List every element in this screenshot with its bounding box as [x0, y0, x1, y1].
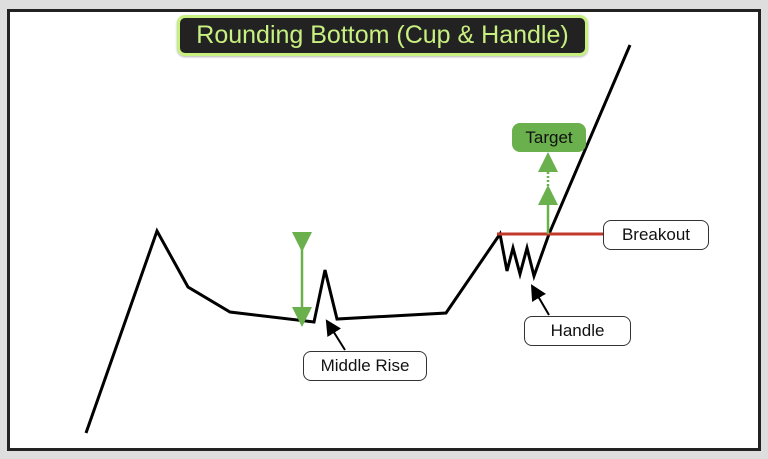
price-line [84, 44, 632, 434]
breakout-label: Breakout [603, 220, 709, 250]
target-label: Target [512, 123, 586, 152]
handle-label: Handle [524, 316, 631, 346]
middle-rise-label: Middle Rise [303, 351, 427, 381]
middle-rise-pointer-arrow [325, 319, 346, 351]
diagram-title: Rounding Bottom (Cup & Handle) [177, 15, 588, 56]
handle-pointer-arrow [530, 284, 550, 316]
